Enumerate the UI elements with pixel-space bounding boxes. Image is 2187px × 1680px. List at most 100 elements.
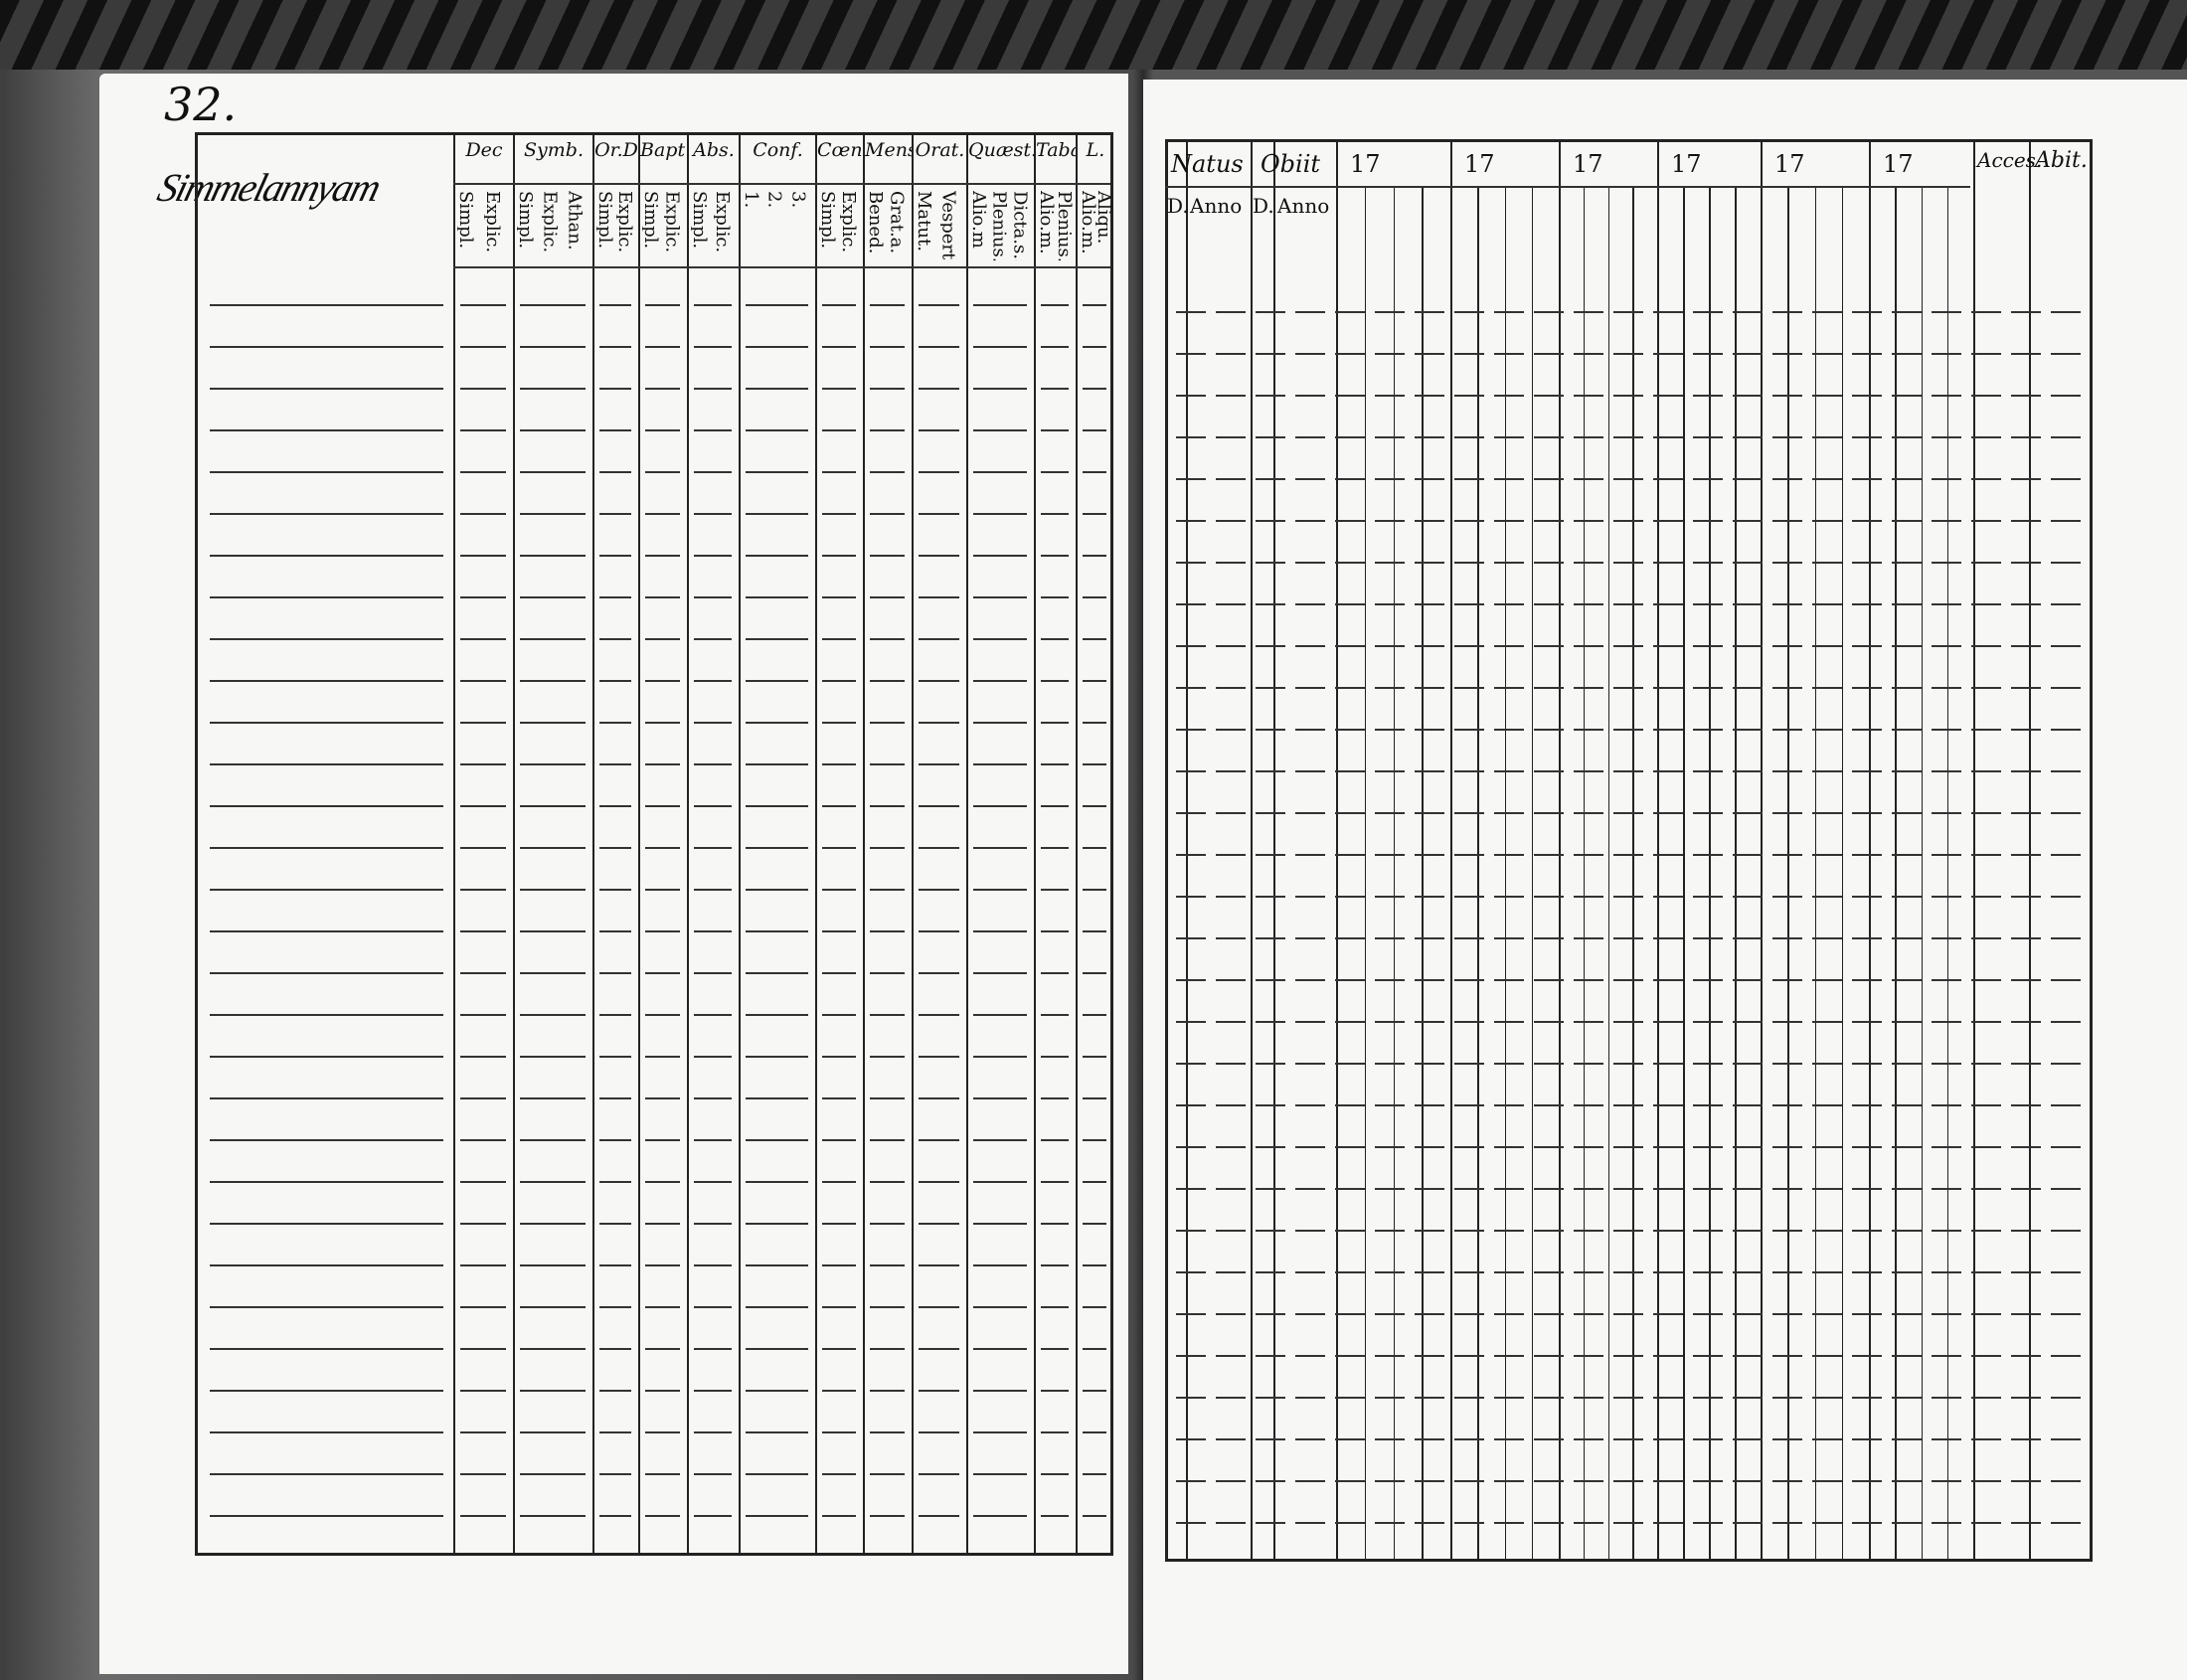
row-line <box>599 1097 631 1099</box>
row-line <box>746 346 808 348</box>
row-line <box>822 429 856 431</box>
row-line <box>210 805 443 807</box>
row-line <box>822 1390 856 1392</box>
subcolumn-divider <box>1814 186 1816 1559</box>
row-line <box>1083 471 1106 473</box>
row-line <box>645 722 680 724</box>
row-line <box>694 1223 732 1225</box>
row-line <box>746 1431 808 1433</box>
row-line <box>210 638 443 640</box>
obiit-header: Obiit <box>1261 150 1321 178</box>
column-divider <box>966 135 968 1553</box>
column-subheader: Plenius. <box>990 191 1008 260</box>
header-divider <box>1165 186 1970 188</box>
row-line <box>870 1097 905 1099</box>
row-line <box>973 889 1027 891</box>
row-line <box>460 889 506 891</box>
row-line <box>645 1014 680 1016</box>
row-line <box>822 596 856 598</box>
row-line <box>460 513 506 515</box>
row-line <box>822 680 856 682</box>
row-line <box>919 1056 959 1058</box>
row-line <box>210 346 443 348</box>
row-line <box>1041 1181 1069 1183</box>
row-line <box>1041 1014 1069 1016</box>
row-line <box>746 555 808 557</box>
row-line <box>599 304 631 306</box>
column-subheader: Explic. <box>840 191 857 253</box>
column-header: Orat. <box>915 139 965 161</box>
row-line <box>822 1348 856 1350</box>
row-line <box>822 1056 856 1058</box>
column-header: Abs. <box>693 139 735 161</box>
row-line <box>746 429 808 431</box>
row-line <box>694 638 732 640</box>
row-line <box>460 680 506 682</box>
acces-header: Acces. <box>1977 148 2043 172</box>
row-line <box>870 680 905 682</box>
row-line <box>645 471 680 473</box>
row-line <box>746 1139 808 1141</box>
row-line <box>746 1056 808 1058</box>
row-line <box>210 1056 443 1058</box>
row-line <box>645 1306 680 1308</box>
row-line <box>210 596 443 598</box>
row-line <box>822 1014 856 1016</box>
row-line <box>1041 1097 1069 1099</box>
row-line <box>1176 1438 2082 1440</box>
row-line <box>599 972 631 974</box>
row-line <box>599 763 631 765</box>
column-subheader: Alio.m. <box>1080 191 1096 254</box>
row-line <box>919 889 959 891</box>
row-line <box>1176 1480 2082 1482</box>
row-line <box>973 429 1027 431</box>
row-line <box>460 1306 506 1308</box>
row-line <box>746 805 808 807</box>
row-line <box>694 1390 732 1392</box>
column-divider <box>453 135 455 1553</box>
row-line <box>1041 555 1069 557</box>
row-line <box>599 680 631 682</box>
row-line <box>460 1431 506 1433</box>
row-line <box>1041 805 1069 807</box>
row-line <box>1176 436 2082 438</box>
row-line <box>210 1181 443 1183</box>
row-line <box>599 847 631 849</box>
row-line <box>919 722 959 724</box>
row-line <box>645 930 680 932</box>
row-line <box>822 1264 856 1266</box>
page-number: 32. <box>164 78 238 131</box>
column-subheader: 2. <box>765 191 783 209</box>
row-line <box>870 1348 905 1350</box>
row-line <box>919 805 959 807</box>
row-line <box>460 1348 506 1350</box>
row-line <box>1176 395 2082 397</box>
row-line <box>520 596 586 598</box>
row-line <box>210 1348 443 1350</box>
row-line <box>694 680 732 682</box>
row-line <box>822 889 856 891</box>
column-divider <box>1761 142 1763 1559</box>
row-line <box>645 1264 680 1266</box>
row-line <box>1083 1014 1106 1016</box>
row-line <box>599 1264 631 1266</box>
row-line <box>520 972 586 974</box>
row-line <box>1041 1390 1069 1392</box>
column-subheader: Explic. <box>663 191 681 253</box>
row-line <box>210 680 443 682</box>
column-divider <box>739 135 741 1553</box>
row-line <box>1083 1348 1106 1350</box>
row-line <box>1083 1056 1106 1058</box>
year-header: 17 <box>1464 150 1495 178</box>
row-line <box>973 1515 1027 1517</box>
row-line <box>919 1139 959 1141</box>
row-line <box>822 346 856 348</box>
row-line <box>973 304 1027 306</box>
row-line <box>746 722 808 724</box>
row-line <box>919 471 959 473</box>
row-line <box>1083 722 1106 724</box>
column-subheader: Grat.a. <box>888 191 906 254</box>
column-divider <box>1273 142 1275 1559</box>
row-line <box>1176 770 2082 772</box>
row-line <box>645 555 680 557</box>
